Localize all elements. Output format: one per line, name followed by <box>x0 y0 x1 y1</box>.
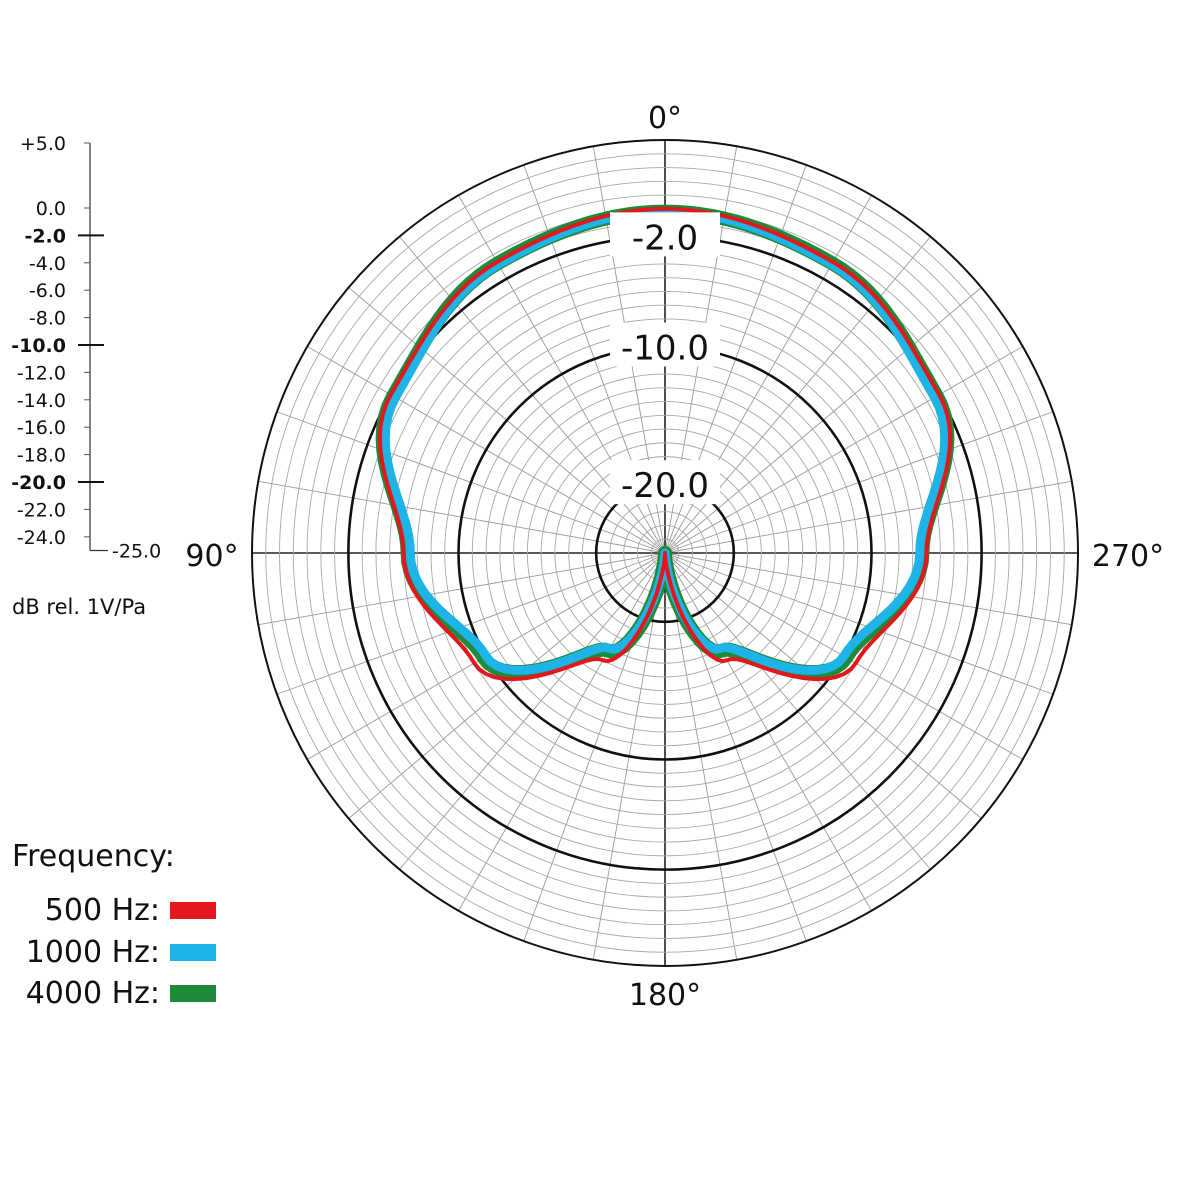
scale-min-label: -25.0 <box>112 541 161 563</box>
grid-ring <box>554 442 776 664</box>
grid-ring <box>306 194 1024 912</box>
scale-tick-label: -24.0 <box>17 527 66 549</box>
scale-tick-label: -14.0 <box>17 390 66 412</box>
legend-swatch <box>170 902 216 919</box>
ring-label-bg <box>610 212 720 257</box>
scale-tick-label: -8.0 <box>29 308 66 330</box>
grid-ring <box>265 153 1065 953</box>
legend-label: 500 Hz: <box>45 893 160 928</box>
grid-ring <box>526 414 804 692</box>
scale-unit-label: dB rel. 1V/Pa <box>12 595 146 619</box>
series-curve-0 <box>377 206 953 682</box>
scale-tick-label: +5.0 <box>20 133 66 155</box>
scale-tick-label: -16.0 <box>17 417 66 439</box>
ring-label: -10.0 <box>621 329 709 369</box>
legend-label: 4000 Hz: <box>26 976 160 1011</box>
legend-swatch <box>170 985 216 1002</box>
scale-tick-label: -20.0 <box>11 472 66 494</box>
polar-curves <box>375 204 955 682</box>
grid-ring <box>279 167 1051 939</box>
scale-tick-label: 0.0 <box>36 198 66 220</box>
ring-label-bg <box>610 322 720 367</box>
grid-ring <box>499 387 831 719</box>
grid-ring <box>430 318 900 788</box>
scale-tick-label: -12.0 <box>17 362 66 384</box>
ring-labels: -2.0 -10.0 -20.0 <box>610 212 720 506</box>
ring-label-bg <box>610 460 720 505</box>
scale-tick-label: -4.0 <box>29 253 66 275</box>
scale-tick-label: -22.0 <box>17 499 66 521</box>
grid-ring <box>375 263 955 843</box>
grid-ring <box>416 304 914 802</box>
scale-tick-label: -6.0 <box>29 280 66 302</box>
legend-title: Frequency: <box>12 839 175 874</box>
ring-label: -20.0 <box>621 466 709 506</box>
grid-ring <box>485 373 845 733</box>
angle-labels: 0° 90° 180° 270° <box>185 101 1164 1013</box>
grid-ring <box>292 180 1038 926</box>
scale-tick-label: -10.0 <box>11 335 66 357</box>
grid-ring <box>568 456 762 650</box>
angle-label: 270° <box>1092 539 1164 574</box>
ring-label: -2.0 <box>632 218 698 258</box>
db-scale: +5.0 0.0 -2.0 -4.0 -6.0 -8.0 -10.0 -12.0 -14.0 -1… <box>11 133 161 619</box>
legend-swatch <box>170 944 216 961</box>
scale-tick-label: -18.0 <box>17 445 66 467</box>
angle-label: 180° <box>629 978 701 1013</box>
grid-ring <box>623 511 707 595</box>
scale-tick-label: -2.0 <box>24 225 66 247</box>
grid-ring <box>389 277 941 829</box>
grid-ring <box>540 428 790 678</box>
angle-label: 0° <box>648 101 682 136</box>
grid-ring <box>513 401 817 705</box>
legend: Frequency: 500 Hz: 1000 Hz: 4000 Hz: <box>12 839 216 1011</box>
legend-label: 1000 Hz: <box>26 935 160 970</box>
angle-label: 90° <box>185 539 238 574</box>
outer-ring <box>251 139 1079 967</box>
